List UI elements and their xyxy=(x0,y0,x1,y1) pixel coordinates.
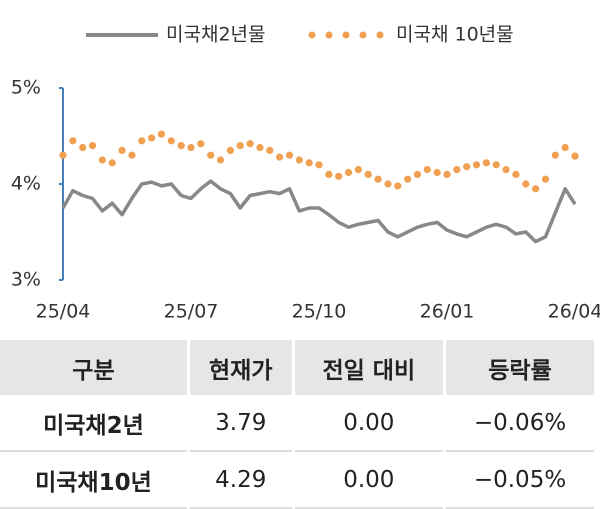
data-point xyxy=(118,146,126,154)
data-point xyxy=(344,168,353,177)
data-point xyxy=(532,185,540,193)
legend-marker xyxy=(376,31,384,39)
data-point xyxy=(187,143,195,152)
legend-marker xyxy=(359,31,367,39)
data-point xyxy=(364,170,372,178)
data-point xyxy=(216,156,225,164)
data-point xyxy=(266,146,274,154)
data-point xyxy=(472,161,481,169)
data-point xyxy=(502,166,510,174)
legend-marker xyxy=(308,31,316,39)
data-point xyxy=(79,143,87,152)
x-tick-label: 25/04 xyxy=(36,301,91,323)
data-point xyxy=(157,130,166,138)
table-cell: 3.79 xyxy=(189,395,292,452)
data-point xyxy=(305,159,313,167)
data-point xyxy=(413,170,422,178)
legend-marker xyxy=(342,31,350,39)
data-point xyxy=(69,137,77,145)
data-point xyxy=(374,175,382,183)
data-point xyxy=(541,175,550,183)
data-point xyxy=(522,180,530,188)
price-table: 구분 현재가 전일 대비 등락률 미국채2년 3.79 0.00 −0.06% 미국채10년 4.… xyxy=(0,340,597,509)
x-tick-label: 25/10 xyxy=(292,301,347,323)
legend-label: 미국채2년물 xyxy=(166,24,266,46)
data-point xyxy=(148,134,156,142)
table-cell: 0.00 xyxy=(294,452,444,509)
data-point xyxy=(207,151,215,159)
data-point xyxy=(433,168,441,177)
data-point xyxy=(197,140,205,148)
data-point xyxy=(128,151,136,159)
data-point xyxy=(492,161,500,169)
data-point xyxy=(512,170,520,178)
data-point xyxy=(404,175,412,183)
data-point xyxy=(335,172,343,180)
data-point xyxy=(482,159,490,167)
table-row: 미국채2년 3.79 0.00 −0.06% xyxy=(0,395,594,452)
data-point xyxy=(256,143,264,152)
data-point xyxy=(295,156,303,164)
data-point xyxy=(226,146,234,154)
table-cell: −0.06% xyxy=(446,395,594,452)
data-point xyxy=(384,180,392,188)
line-series xyxy=(61,179,577,244)
y-tick-label: 4% xyxy=(11,173,41,195)
y-tick-label: 5% xyxy=(11,77,41,99)
data-point xyxy=(177,142,185,150)
data-point xyxy=(59,151,67,159)
data-point xyxy=(285,151,294,159)
legend-label: 미국채 10년물 xyxy=(396,24,514,46)
table-cell: 구분 xyxy=(0,340,187,395)
data-point xyxy=(167,137,175,145)
data-point xyxy=(463,163,471,171)
data-point xyxy=(394,182,402,190)
data-point xyxy=(443,170,451,178)
table-cell: 미국채10년 xyxy=(0,452,187,509)
data-point xyxy=(138,137,146,145)
data-point xyxy=(88,142,97,150)
table-cell: 전일 대비 xyxy=(294,340,444,395)
data-point xyxy=(561,143,569,152)
header-row: 구분 현재가 전일 대비 등락률 xyxy=(0,340,594,395)
x-tick-label: 26/04 xyxy=(548,301,600,323)
data-point xyxy=(246,140,254,148)
data-point xyxy=(236,142,244,150)
table-cell: 등락률 xyxy=(446,340,594,395)
table-cell: 미국채2년 xyxy=(0,395,187,452)
data-point xyxy=(276,153,284,161)
y-tick-label: 3% xyxy=(11,269,41,291)
data-point xyxy=(108,159,116,167)
data-point xyxy=(423,166,431,174)
data-point xyxy=(354,166,362,174)
data-point xyxy=(98,156,106,164)
table-cell: 0.00 xyxy=(294,395,444,452)
table-cell: −0.05% xyxy=(446,452,594,509)
table-cell: 현재가 xyxy=(189,340,292,395)
data-point xyxy=(551,151,559,159)
x-tick-label: 25/07 xyxy=(164,301,219,323)
x-tick-label: 26/01 xyxy=(420,301,475,323)
table-cell: 4.29 xyxy=(189,452,292,509)
table-row: 미국채10년 4.29 0.00 −0.05% xyxy=(0,452,594,509)
data-point xyxy=(571,152,579,160)
data-point xyxy=(325,170,333,178)
chart: 3% 4% 5% 25/04 25/07 25/10 26/01 26/04 미국채2년물 미국채… xyxy=(11,24,600,323)
data-point xyxy=(315,161,323,169)
data-point xyxy=(453,166,461,174)
legend-marker xyxy=(325,31,333,39)
